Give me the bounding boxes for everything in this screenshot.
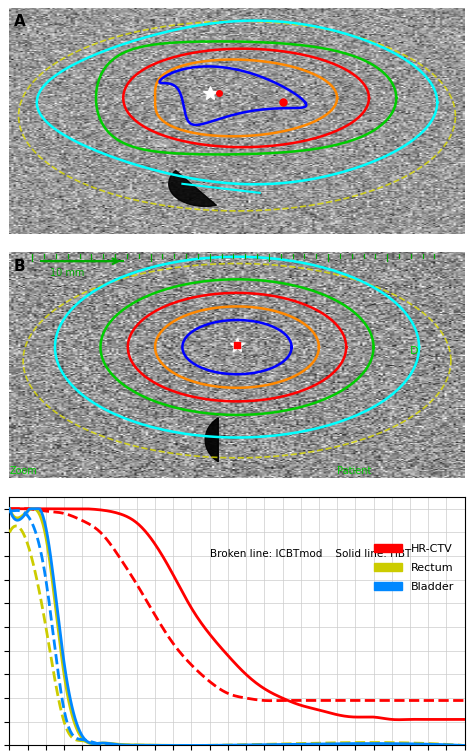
Text: D: D [410, 346, 419, 356]
Text: B: B [14, 259, 26, 274]
Polygon shape [205, 418, 219, 462]
Polygon shape [169, 170, 217, 206]
Legend: HR-CTV, Rectum, Bladder: HR-CTV, Rectum, Bladder [370, 540, 459, 596]
Text: 10 mm: 10 mm [50, 268, 85, 278]
Text: Zoom: Zoom [9, 465, 37, 476]
Text: A: A [14, 14, 26, 29]
Text: Broken line: ICBTmod    Solid line: HBT: Broken line: ICBTmod Solid line: HBT [210, 549, 411, 559]
Text: Patient: Patient [337, 465, 372, 476]
